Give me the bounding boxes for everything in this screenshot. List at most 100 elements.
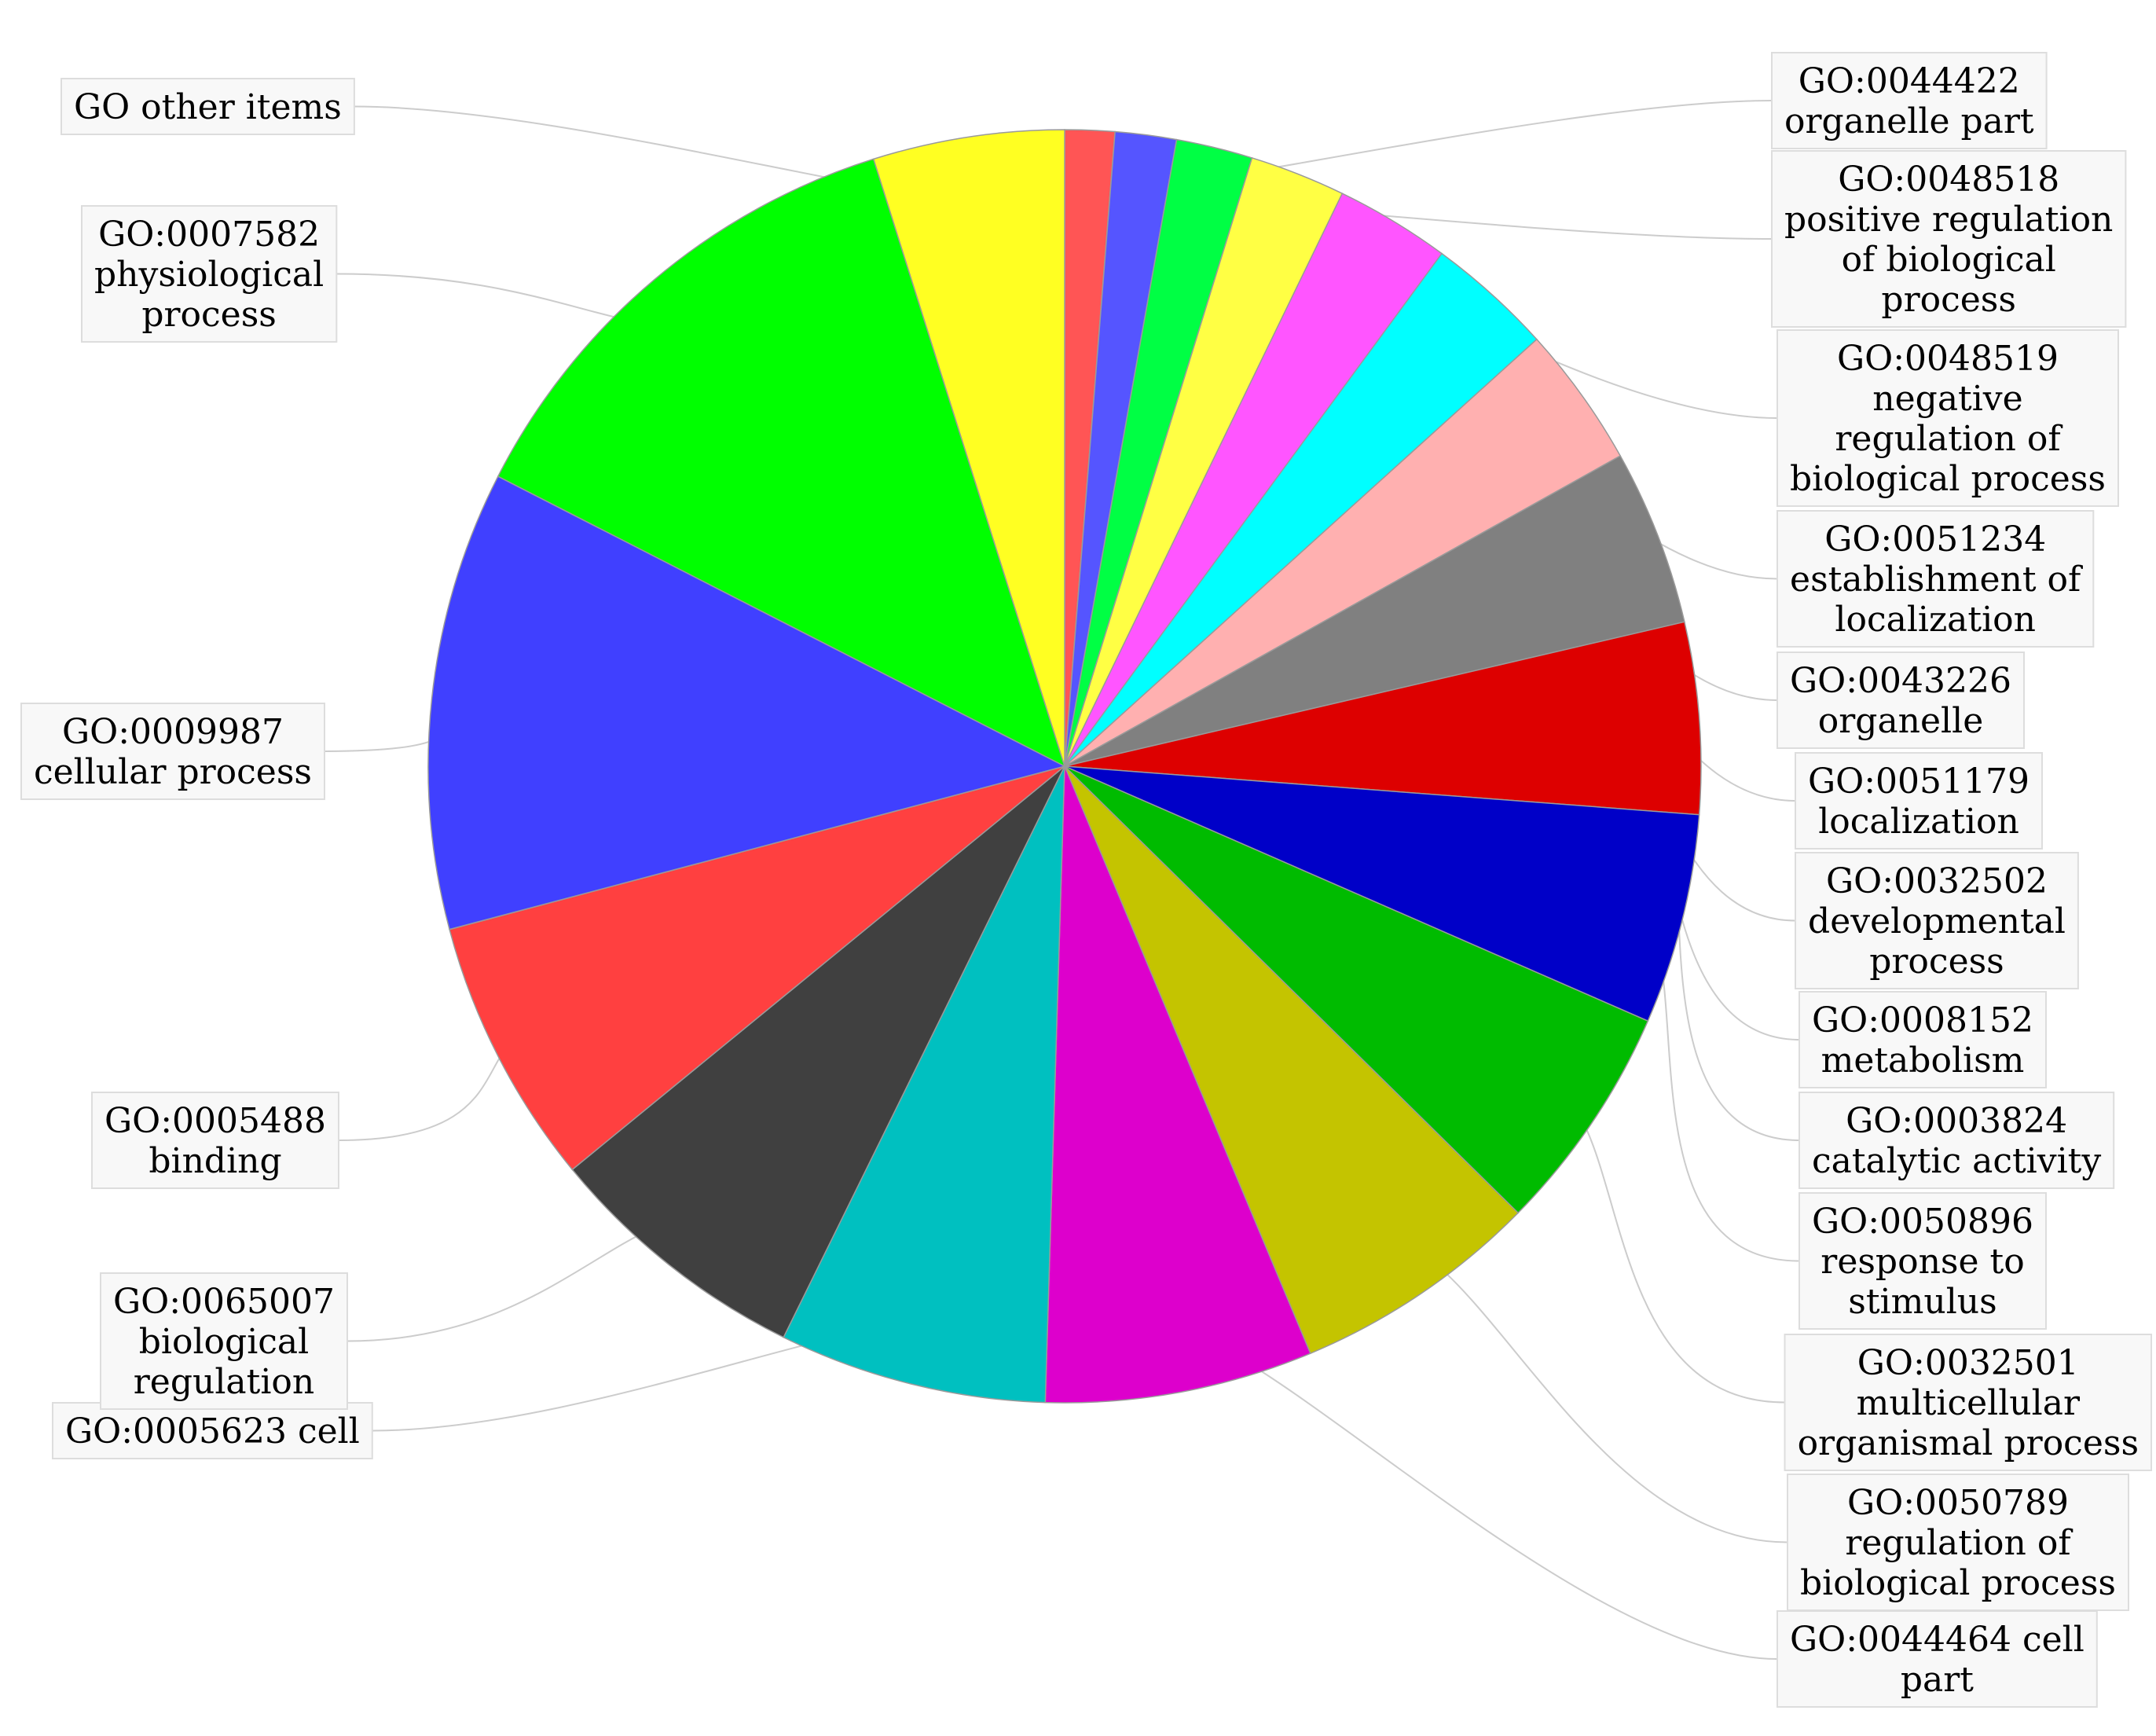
label-text: localization xyxy=(1818,802,2019,842)
label-text: GO:0048519 xyxy=(1837,339,2059,379)
pie-slice xyxy=(783,765,1065,1404)
label-box xyxy=(1798,991,2047,1088)
label-text: establishment of xyxy=(1790,560,2083,600)
label-text: GO:0044422 xyxy=(1798,61,2020,101)
label-box xyxy=(1784,1334,2153,1471)
label-text: response to xyxy=(1820,1242,2024,1282)
label-box xyxy=(52,1402,373,1459)
label-text: organismal process xyxy=(1798,1423,2139,1463)
label-box xyxy=(1795,752,2043,850)
label-text: physiological xyxy=(94,255,324,295)
label-text: biological process xyxy=(1800,1563,2116,1603)
label-text: regulation of xyxy=(1835,419,2062,459)
label-text: GO:0005623 cell xyxy=(65,1411,360,1452)
label-text: GO other items xyxy=(74,87,342,127)
label-text: organelle xyxy=(1818,701,1983,741)
label-box xyxy=(20,703,325,800)
slice-label: GO other items xyxy=(60,78,355,135)
label-box xyxy=(100,1272,348,1410)
pie-slice xyxy=(1064,621,1702,816)
label-text: developmental xyxy=(1808,901,2066,941)
label-text: GO:0048518 xyxy=(1838,160,2059,200)
label-text: stimulus xyxy=(1848,1282,1996,1322)
label-text: part xyxy=(1901,1660,1974,1700)
label-text: negative xyxy=(1872,379,2022,419)
label-text: GO:0008152 xyxy=(1812,1000,2033,1040)
label-box xyxy=(1795,852,2079,989)
pie-slice xyxy=(1064,765,1649,1214)
label-text: metabolism xyxy=(1821,1040,2025,1081)
label-text: cellular process xyxy=(34,752,312,792)
label-text: localization xyxy=(1835,600,2036,640)
label-text: GO:0050896 xyxy=(1812,1202,2033,1242)
label-box xyxy=(1787,1474,2129,1611)
pie-slice xyxy=(1064,765,1700,1022)
label-text: GO:0051234 xyxy=(1824,519,2046,560)
label-box xyxy=(1798,1092,2115,1189)
pie-slice xyxy=(1044,765,1311,1404)
label-text: GO:0007582 xyxy=(98,215,320,255)
pie-slices xyxy=(427,129,1702,1404)
pie-slice xyxy=(497,158,1066,768)
label-text: catalytic activity xyxy=(1812,1141,2101,1181)
pie-slice xyxy=(1064,765,1520,1355)
label-text: GO:0044464 cell xyxy=(1790,1620,2084,1660)
label-text: binding xyxy=(148,1141,281,1181)
label-text: GO:0051179 xyxy=(1808,762,2030,802)
label-text: GO:0003824 xyxy=(1846,1101,2067,1141)
label-box xyxy=(1776,651,2025,749)
label-text: multicellular xyxy=(1857,1383,2081,1423)
pie-slice xyxy=(427,475,1067,930)
label-box xyxy=(1776,510,2095,648)
pie-slice xyxy=(1064,455,1685,767)
label-box xyxy=(1776,1610,2098,1708)
label-text: positive regulation xyxy=(1784,200,2113,240)
label-text: organelle part xyxy=(1784,101,2034,141)
leader-line xyxy=(1168,1328,1778,1660)
pie-slice xyxy=(449,765,1065,1171)
label-text: GO:0005488 xyxy=(104,1101,326,1141)
label-text: process xyxy=(1881,280,2016,320)
label-box xyxy=(1771,52,2048,149)
label-box xyxy=(81,205,338,343)
label-box xyxy=(60,78,355,135)
pie-slice xyxy=(571,765,1065,1338)
label-text: GO:0009987 xyxy=(62,712,284,752)
label-text: of biological xyxy=(1842,240,2056,280)
label-box xyxy=(91,1092,339,1189)
label-text: process xyxy=(1869,941,2004,982)
label-box xyxy=(1771,150,2127,328)
label-text: GO:0050789 xyxy=(1847,1483,2069,1523)
label-text: GO:0065007 xyxy=(113,1282,335,1322)
label-text: regulation of xyxy=(1845,1523,2073,1563)
label-text: GO:0043226 xyxy=(1790,661,2011,701)
label-text: biological xyxy=(139,1322,309,1362)
label-text: biological process xyxy=(1790,459,2106,499)
label-text: regulation xyxy=(134,1362,314,1402)
label-box xyxy=(1798,1192,2047,1330)
pie-slice xyxy=(872,129,1065,767)
label-text: process xyxy=(141,295,277,335)
slice-label: GO:0005623 cell xyxy=(52,1402,373,1459)
label-text: GO:0032501 xyxy=(1857,1343,2079,1383)
